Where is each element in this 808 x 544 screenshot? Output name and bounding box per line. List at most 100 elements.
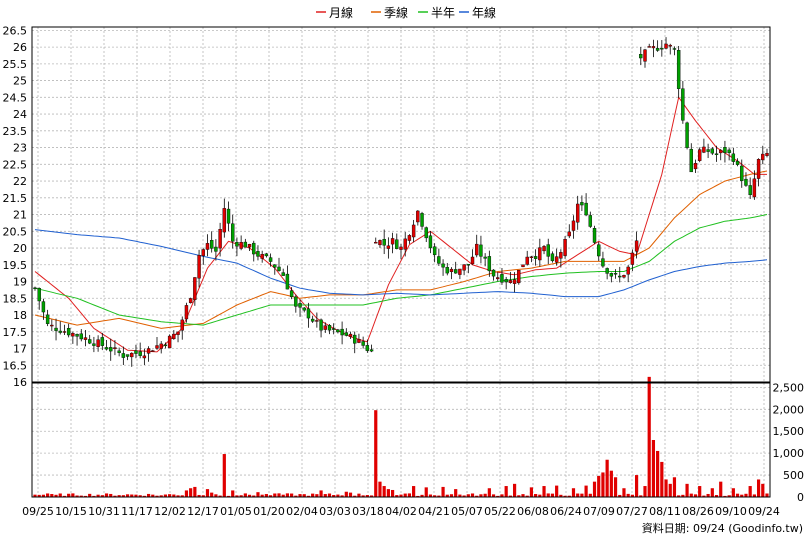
candle-body bbox=[475, 243, 479, 256]
candle-body bbox=[597, 244, 601, 257]
x-tick-label: 05/22 bbox=[484, 505, 516, 518]
candle-body bbox=[336, 329, 340, 333]
volume-bar bbox=[538, 494, 542, 497]
candle-body bbox=[92, 343, 96, 346]
candle-body bbox=[613, 273, 618, 275]
candle-body bbox=[491, 269, 496, 277]
candle-body bbox=[264, 253, 269, 257]
volume-bar bbox=[475, 495, 479, 497]
volume-bar bbox=[252, 495, 256, 497]
volume-bar bbox=[319, 490, 323, 497]
legend-label-3: 半年 bbox=[431, 6, 455, 20]
volume-bar bbox=[218, 495, 222, 497]
candle-body bbox=[62, 331, 67, 333]
candle-body bbox=[626, 266, 630, 275]
candle-body bbox=[714, 153, 719, 155]
volume-bar bbox=[517, 495, 521, 497]
volume-bar bbox=[277, 493, 281, 497]
volume-bar bbox=[723, 495, 727, 497]
candle-body bbox=[761, 153, 765, 161]
candle-body bbox=[634, 240, 639, 252]
volume-bar bbox=[62, 495, 67, 497]
candle-body bbox=[75, 334, 79, 337]
volume-bar bbox=[584, 485, 588, 497]
price-tick-label: 20 bbox=[13, 242, 27, 255]
volume-bar bbox=[290, 493, 294, 497]
candle-body bbox=[655, 48, 660, 51]
volume-bar bbox=[315, 494, 319, 497]
candle-body bbox=[214, 246, 218, 252]
candle-body bbox=[651, 46, 656, 49]
volume-bar bbox=[601, 472, 605, 497]
volume-bar bbox=[83, 495, 88, 497]
candle-body bbox=[575, 203, 580, 223]
candle-body bbox=[529, 256, 534, 258]
candle-body bbox=[752, 178, 757, 198]
candle-body bbox=[580, 202, 584, 206]
candle-body bbox=[719, 149, 723, 154]
candlesticks bbox=[33, 37, 769, 367]
volume-bar bbox=[748, 486, 752, 497]
volume-bars bbox=[33, 376, 769, 497]
x-tick-label: 01/20 bbox=[253, 505, 285, 518]
price-tick-label: 17.5 bbox=[3, 326, 28, 339]
volume-bar bbox=[546, 493, 550, 497]
candle-body bbox=[740, 165, 744, 181]
volume-bar bbox=[399, 494, 403, 497]
volume-bar bbox=[504, 486, 508, 497]
volume-bar bbox=[336, 494, 340, 497]
candle-body bbox=[386, 245, 391, 249]
candle-body bbox=[382, 238, 386, 246]
candle-body bbox=[571, 220, 576, 231]
candle-body bbox=[155, 345, 159, 349]
candle-body bbox=[470, 256, 475, 265]
x-tick-label: 05/07 bbox=[451, 505, 483, 518]
volume-bar bbox=[656, 450, 660, 497]
candle-body bbox=[432, 246, 437, 256]
candle-body bbox=[458, 268, 462, 275]
candle-body bbox=[685, 122, 689, 148]
volume-bar bbox=[243, 493, 247, 497]
candle-body bbox=[184, 305, 189, 320]
candle-body bbox=[222, 208, 227, 233]
candle-body bbox=[197, 255, 201, 279]
volume-bar bbox=[660, 461, 664, 497]
candle-body bbox=[542, 246, 546, 252]
candle-body bbox=[142, 355, 147, 359]
volume-bar bbox=[525, 495, 529, 497]
price-tick-label: 26 bbox=[13, 41, 27, 54]
x-tick-label: 07/27 bbox=[616, 505, 648, 518]
ma-line-2 bbox=[34, 170, 768, 329]
x-tick-label: 08/11 bbox=[649, 505, 681, 518]
candle-body bbox=[130, 352, 134, 358]
volume-bar bbox=[46, 493, 50, 497]
volume-bar bbox=[534, 494, 538, 497]
volume-bar bbox=[193, 486, 197, 497]
volume-bar bbox=[365, 495, 369, 497]
volume-bar bbox=[420, 494, 424, 497]
candle-body bbox=[289, 290, 294, 298]
volume-bar bbox=[622, 488, 626, 497]
volume-bar bbox=[260, 494, 264, 497]
volume-bar bbox=[155, 495, 159, 497]
candle-body bbox=[403, 238, 407, 250]
candle-body bbox=[146, 348, 151, 354]
volume-bar bbox=[268, 495, 273, 497]
candle-body bbox=[601, 258, 605, 267]
candle-body bbox=[268, 257, 273, 262]
candle-body bbox=[424, 227, 428, 239]
volume-bar bbox=[559, 494, 563, 497]
x-tick-label: 03/03 bbox=[319, 505, 351, 518]
volume-bar bbox=[138, 495, 142, 497]
candle-body bbox=[668, 44, 672, 47]
candle-body bbox=[706, 149, 710, 152]
volume-tick-label: 2,000 bbox=[773, 403, 805, 416]
candle-body bbox=[697, 149, 702, 161]
candle-body bbox=[205, 243, 210, 250]
candle-body bbox=[193, 277, 197, 300]
volume-bar bbox=[681, 494, 685, 497]
volume-bar bbox=[340, 495, 344, 497]
candle-body bbox=[340, 328, 344, 336]
volume-bar bbox=[706, 493, 710, 497]
volume-bar bbox=[332, 495, 336, 497]
